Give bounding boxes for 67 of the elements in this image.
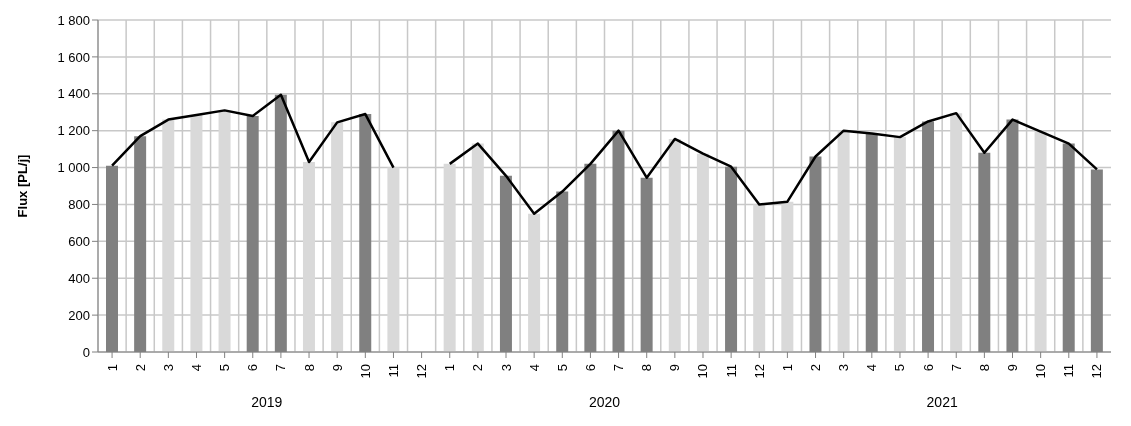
x-tick-label: 1 <box>104 364 120 372</box>
x-tick-label: 10 <box>695 364 711 379</box>
bar <box>471 143 484 352</box>
y-tick-label: 1 600 <box>57 49 90 65</box>
x-tick-label: 1 <box>442 364 458 372</box>
x-tick-label: 5 <box>892 364 908 372</box>
x-tick-label: 9 <box>667 364 683 372</box>
x-tick-label: 5 <box>554 364 570 372</box>
x-tick-label: 1 <box>779 364 795 372</box>
x-tick-label: 3 <box>160 364 176 372</box>
bar <box>331 122 344 352</box>
x-tick-label: 3 <box>498 364 514 372</box>
text: 2019 <box>250 394 284 410</box>
bar <box>443 163 456 352</box>
x-tick-label: 10 <box>1033 364 1049 379</box>
y-tick-label: 0 <box>82 344 90 360</box>
x-tick-label: 4 <box>188 364 204 372</box>
x-tick-label: 2 <box>808 364 824 372</box>
x-tick-label: 9 <box>1005 364 1021 372</box>
bar <box>837 130 850 352</box>
bar <box>696 153 709 352</box>
bar <box>162 119 175 352</box>
x-tick-label: 8 <box>976 364 992 372</box>
x-tick-label: 6 <box>582 364 598 372</box>
x-tick-label: 12 <box>1089 364 1105 379</box>
y-tick-label: 1 400 <box>57 86 90 102</box>
x-tick-label: 11 <box>723 364 739 378</box>
x-tick-label: 7 <box>273 364 289 372</box>
y-axis-title: Flux [PL/j] <box>14 154 30 218</box>
x-tick-label: 11 <box>1061 364 1077 378</box>
x-tick-label: 11 <box>385 364 401 378</box>
text: 2020 <box>587 394 622 410</box>
bar <box>668 138 681 352</box>
x-tick-label: 12 <box>751 364 767 379</box>
bar <box>528 213 541 352</box>
bar <box>302 162 315 352</box>
x-tick-label: 9 <box>329 364 345 372</box>
y-tick-label: 1 200 <box>57 123 90 139</box>
x-tick-label: 4 <box>864 364 880 372</box>
x-tick-label: 8 <box>301 364 317 372</box>
bar <box>893 137 906 352</box>
bar <box>950 113 963 352</box>
x-tick-label: 7 <box>948 364 964 372</box>
x-tick-label: 3 <box>836 364 852 372</box>
bar <box>781 201 794 352</box>
bar <box>387 167 400 352</box>
bar <box>218 110 231 352</box>
x-tick-label: 8 <box>639 364 655 372</box>
x-tick-label: 7 <box>611 364 627 372</box>
y-tick-label: 600 <box>68 233 90 249</box>
bar <box>753 204 766 352</box>
y-tick-label: 400 <box>68 270 90 286</box>
y-tick-label: 1 000 <box>57 160 90 176</box>
bar <box>1034 131 1047 352</box>
x-tick-label: 2 <box>470 364 486 372</box>
x-tick-label: 4 <box>526 364 542 372</box>
text: 2021 <box>925 394 959 410</box>
x-tick-label: 6 <box>920 364 936 372</box>
x-tick-label: 5 <box>217 364 233 372</box>
x-tick-label: 12 <box>414 364 430 379</box>
y-tick-label: 800 <box>68 197 90 213</box>
x-tick-label: 6 <box>245 364 261 372</box>
x-tick-label: 2 <box>132 364 148 372</box>
y-tick-label: 1 800 <box>57 12 90 28</box>
bar <box>190 114 203 352</box>
x-tick-label: 10 <box>357 364 373 379</box>
y-tick-label: 200 <box>68 307 90 323</box>
